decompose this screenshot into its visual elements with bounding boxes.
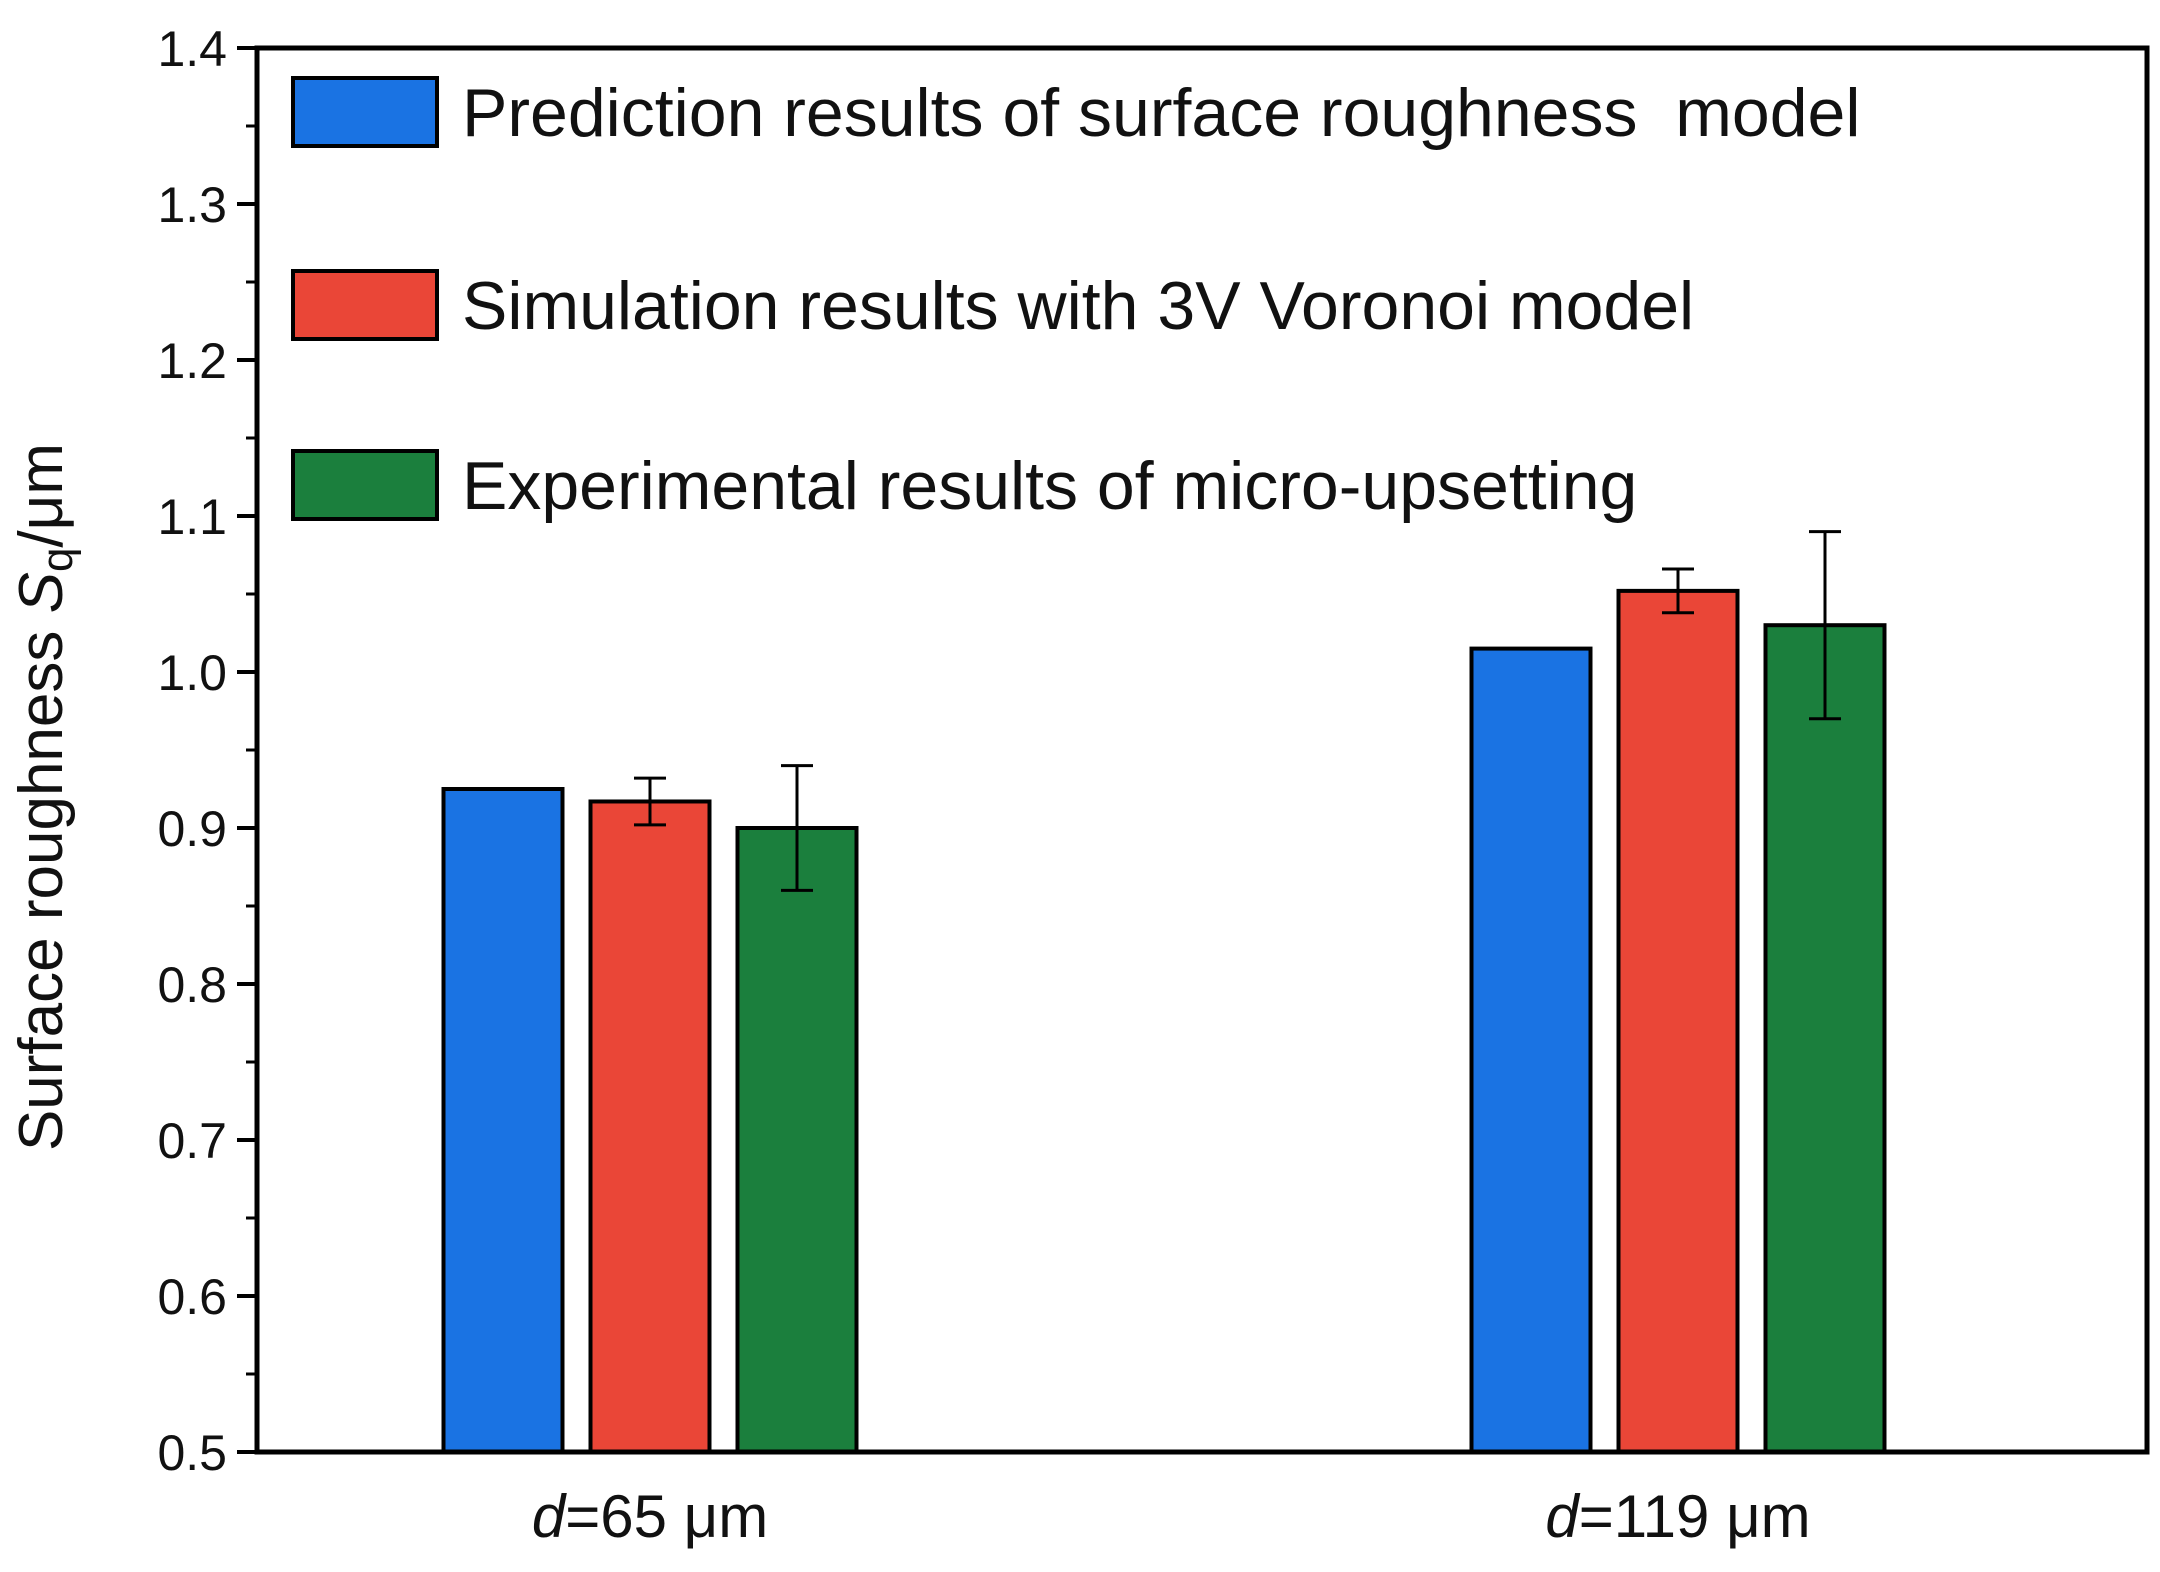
y-tick-label: 1.3 — [157, 177, 227, 233]
x-category-rest: =119 μm — [1579, 1483, 1811, 1550]
x-category-var: d — [532, 1483, 567, 1550]
bar-series-2-cat-1 — [588, 799, 712, 1454]
legend-swatch-1 — [291, 76, 439, 148]
y-axis-title-prefix: Surface roughness — [7, 613, 76, 1151]
y-axis-title-suffix: /μm — [7, 443, 76, 548]
y-tick-label: 1.2 — [157, 333, 227, 389]
bar-series-1-cat-2 — [1469, 646, 1593, 1454]
bar-series-1-cat-1 — [441, 787, 565, 1454]
legend-label-1: Prediction results of surface roughness … — [462, 75, 1860, 151]
y-axis-title: Surface roughness Sq/μm — [7, 443, 82, 1151]
x-category-rest: =65 μm — [565, 1483, 768, 1550]
y-tick-label: 0.8 — [157, 957, 227, 1013]
y-tick-label: 0.9 — [157, 801, 227, 857]
bars-layer — [441, 588, 1887, 1454]
y-tick-label: 0.7 — [157, 1113, 227, 1169]
x-category-label: d=65 μm — [532, 1483, 768, 1550]
error-bars-layer — [634, 530, 1841, 892]
x-axis: d=65 μm d=119 μm — [532, 1483, 1811, 1550]
x-category-label: d=119 μm — [1545, 1483, 1810, 1550]
legend: Prediction results of surface roughness … — [291, 75, 1860, 524]
legend-swatch-2 — [291, 269, 439, 341]
legend-label-3: Experimental results of micro-upsetting — [462, 448, 1637, 524]
legend-swatch-3 — [291, 449, 439, 521]
y-tick-label: 1.0 — [157, 645, 227, 701]
bar-series-3-cat-1 — [735, 826, 859, 1454]
bar-series-2-cat-2 — [1616, 588, 1740, 1454]
y-tick-label: 1.4 — [157, 21, 227, 77]
y-tick-label: 1.1 — [157, 489, 227, 545]
legend-label-2: Simulation results with 3V Voronoi model — [462, 268, 1694, 344]
x-category-var: d — [1545, 1483, 1580, 1550]
y-axis: 0.5 0.6 0.7 0.8 0.9 1.0 1.1 1.2 1.3 1.4 — [157, 21, 257, 1481]
y-tick-label: 0.6 — [157, 1269, 227, 1325]
y-axis-title-subscript: q — [33, 548, 82, 572]
bar-series-3-cat-2 — [1763, 623, 1887, 1454]
y-axis-title-symbol: S — [7, 572, 76, 613]
y-tick-label: 0.5 — [157, 1425, 227, 1481]
